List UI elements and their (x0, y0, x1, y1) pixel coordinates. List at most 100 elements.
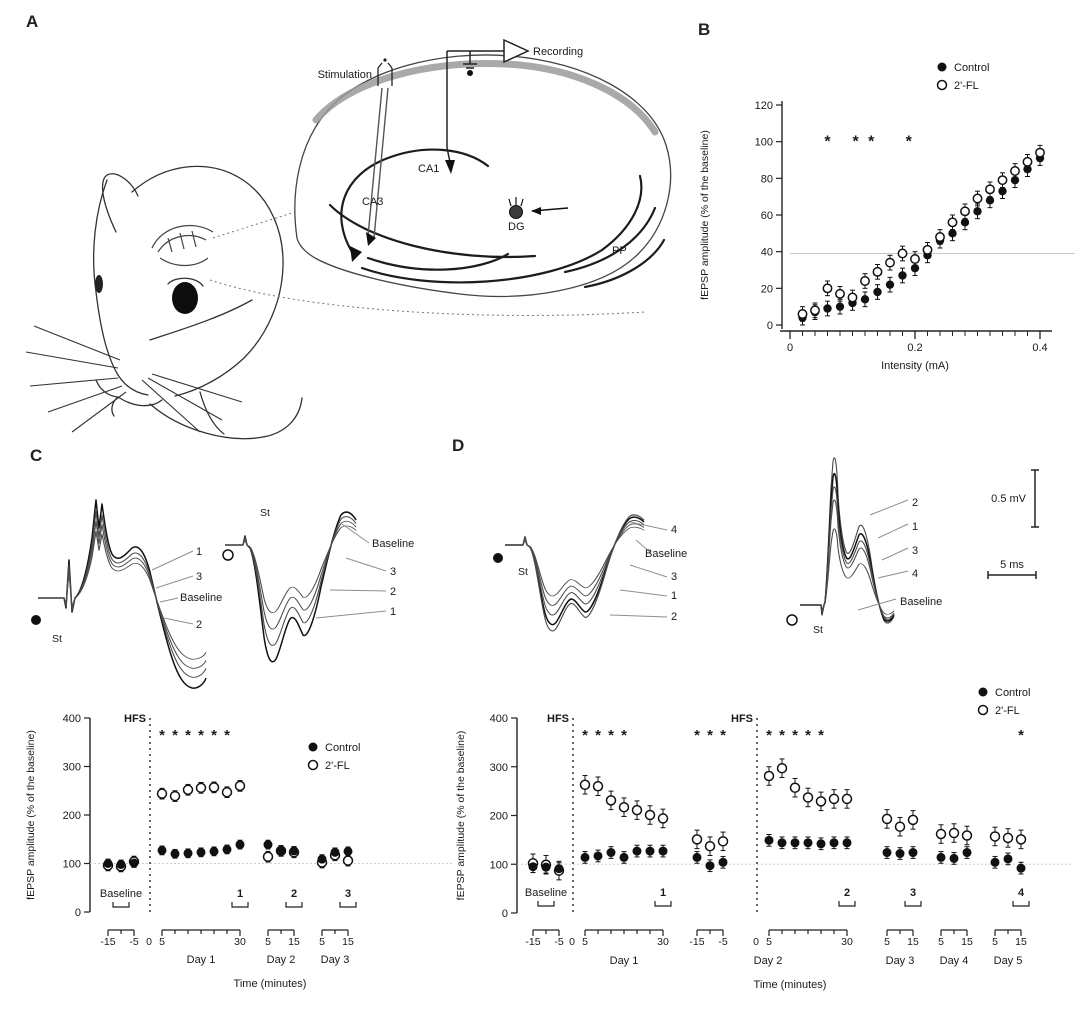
day-label: Day 4 (940, 955, 969, 967)
x-tick-label: 30 (657, 936, 669, 948)
y-tick-label: 0 (75, 907, 81, 919)
x-tick-label: -5 (554, 936, 563, 948)
fl-point (644, 809, 656, 821)
control-point (580, 852, 590, 862)
rat-whiskers (25, 325, 243, 433)
control-point (157, 845, 167, 855)
trace-label: 2 (671, 611, 677, 623)
control-point (705, 861, 715, 871)
rat-illustration (25, 165, 646, 440)
control-point (276, 845, 286, 855)
fl-point (972, 193, 983, 204)
significance-asterisk: * (818, 727, 824, 744)
control-point (183, 848, 193, 858)
fl-point (691, 834, 703, 845)
x-tick-label: 15 (961, 936, 973, 948)
trace-label: 2 (912, 497, 918, 509)
trace-label: 1 (912, 521, 918, 533)
fl-point (657, 813, 669, 824)
x-tick-label: 5 (766, 936, 772, 948)
x-tick-label: 30 (234, 936, 246, 948)
control-point (645, 846, 655, 856)
y-tick-label: 100 (755, 137, 773, 149)
rat-eye (172, 282, 198, 314)
y-tick-label: 60 (761, 210, 773, 222)
fl-point (935, 232, 945, 242)
trace-label: 1 (196, 546, 202, 558)
y-tick-label: 400 (63, 713, 81, 725)
fl-point (618, 801, 630, 813)
fl-point (797, 309, 808, 319)
fl-point (1015, 834, 1027, 845)
control-point (777, 838, 787, 848)
significance-asterisk: * (868, 134, 875, 151)
day-label: Day 2 (267, 954, 296, 966)
x-tick-label: 0.4 (1032, 342, 1047, 354)
control-point (619, 852, 629, 862)
stimulus-label: St (813, 624, 823, 636)
control-point (541, 862, 551, 872)
day-label: Day 1 (610, 955, 639, 967)
x-zero-label: 0 (569, 936, 575, 948)
cortex-band (312, 60, 659, 136)
sample-window-label: 1 (237, 888, 243, 900)
fl-point (234, 780, 246, 792)
x-tick-label: -15 (525, 936, 540, 948)
x-zero-label: 0 (753, 936, 759, 948)
control-point (978, 687, 988, 697)
control-point (823, 304, 832, 313)
day-label: Day 1 (187, 954, 216, 966)
panel-d-label: D (452, 436, 465, 455)
fl-point (1022, 156, 1033, 167)
fl-point (828, 793, 840, 805)
control-point (308, 742, 318, 752)
hfs-label: HFS (124, 713, 146, 725)
trace-label: Baseline (372, 538, 414, 550)
fl-point (881, 813, 893, 825)
x-tick-label: 15 (342, 936, 354, 948)
trace-label: Baseline (180, 592, 222, 604)
control-point (718, 857, 728, 867)
fl-point (997, 175, 1008, 186)
d-left-trace: St 4 Baseline 3 1 2 (493, 514, 687, 632)
x-tick-label: 5 (582, 936, 588, 948)
control-point (764, 835, 774, 845)
fl-point (1010, 166, 1020, 176)
significance-asterisk: * (805, 727, 811, 744)
panel-c-label: C (30, 446, 43, 465)
fl-point (894, 821, 906, 832)
y-tick-label: 200 (63, 810, 81, 822)
fl-point (985, 184, 995, 195)
fl-point (847, 292, 858, 303)
trace-label: Baseline (900, 596, 942, 608)
hippocampal-slice (294, 38, 672, 298)
y-tick-label: 0 (767, 320, 773, 332)
control-point (209, 846, 219, 856)
control-point (873, 287, 882, 297)
fl-point (989, 831, 1001, 842)
significance-asterisk: * (1018, 727, 1024, 744)
stimulus-label: St (52, 633, 62, 645)
significance-asterisk: * (159, 727, 165, 744)
control-point (829, 838, 839, 848)
sample-window-bracket (231, 902, 249, 908)
legend-label: Control (954, 62, 989, 74)
scale-label-voltage: 0.5 mV (991, 493, 1027, 505)
fl-point (961, 830, 973, 841)
control-point (317, 854, 327, 864)
fl-point (776, 762, 788, 774)
trace-label: 4 (912, 568, 918, 580)
control-point (235, 840, 245, 850)
fl-point (860, 276, 870, 286)
control-point (658, 846, 668, 856)
sample-window-label: 2 (844, 887, 850, 899)
legend-label: 2'-FL (325, 760, 350, 772)
control-point (948, 229, 957, 238)
sample-window-bracket (285, 902, 303, 908)
significance-asterisk: * (595, 727, 601, 744)
x-tick-label: 15 (288, 936, 300, 948)
d-right-trace: St 2 1 3 4 Baseline (786, 457, 942, 636)
fl-point (156, 788, 168, 799)
legend-label: Control (995, 687, 1030, 699)
y-tick-label: 80 (761, 173, 773, 185)
